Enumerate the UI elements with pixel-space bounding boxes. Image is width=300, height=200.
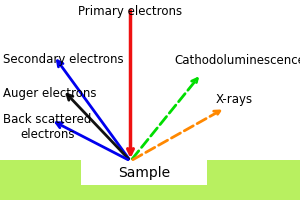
Text: X-rays: X-rays xyxy=(216,94,253,106)
Text: Secondary electrons: Secondary electrons xyxy=(3,53,124,66)
Text: Sample: Sample xyxy=(118,166,170,180)
Text: Cathodoluminescence: Cathodoluminescence xyxy=(174,53,300,66)
Bar xyxy=(0,160,300,200)
Text: Auger electrons: Auger electrons xyxy=(3,86,97,99)
Text: Primary electrons: Primary electrons xyxy=(78,5,183,18)
Text: Back scattered
electrons: Back scattered electrons xyxy=(3,113,92,141)
Bar xyxy=(81,160,207,185)
